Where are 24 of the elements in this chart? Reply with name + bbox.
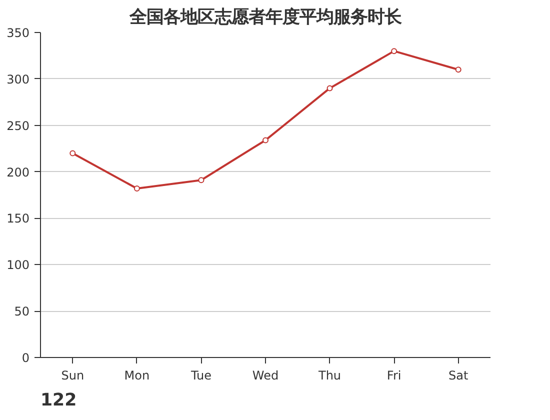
x-tick-label: Fri xyxy=(386,368,402,382)
x-tick-label: Tue xyxy=(190,368,212,382)
point xyxy=(391,48,398,54)
point xyxy=(198,177,204,184)
y-tick-label: 300 xyxy=(6,72,30,86)
y-tick-label: 0 xyxy=(22,351,30,365)
point xyxy=(134,186,140,192)
x-tick-label: Mon xyxy=(124,368,150,382)
chart-title: 全国各地区志愿者年度平均服务时长 xyxy=(128,8,402,28)
point xyxy=(262,137,268,144)
point xyxy=(455,66,462,73)
y-tick-label: 150 xyxy=(6,212,30,226)
point xyxy=(326,85,333,92)
x-tick-label: Wed xyxy=(252,368,279,382)
text: 122 xyxy=(40,390,77,410)
x-tick-label: Sun xyxy=(61,368,84,382)
x-tick-label: Thu xyxy=(318,368,342,382)
point xyxy=(70,150,76,156)
y-tick-label: 100 xyxy=(6,258,30,272)
y-tick-label: 350 xyxy=(6,26,30,40)
y-tick-label: 250 xyxy=(6,118,30,133)
x-tick-label: Sat xyxy=(448,368,468,382)
y-tick-label: 200 xyxy=(6,165,30,180)
y-tick-label: 50 xyxy=(14,304,30,319)
